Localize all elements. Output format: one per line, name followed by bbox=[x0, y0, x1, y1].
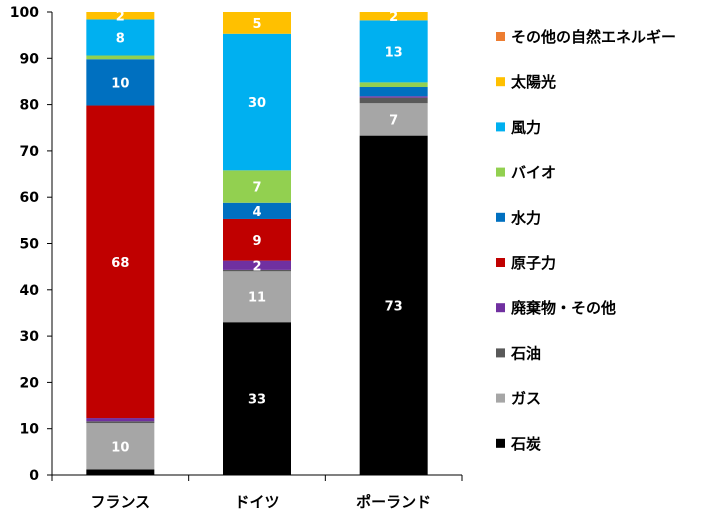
data-label: 7 bbox=[389, 113, 398, 128]
x-category-label: フランス bbox=[90, 493, 150, 511]
bar-segment bbox=[86, 19, 155, 56]
legend-label: ガス bbox=[511, 390, 541, 408]
x-category-label: ポーランド bbox=[356, 493, 431, 511]
data-label: 9 bbox=[252, 234, 261, 249]
y-tick-label: 80 bbox=[20, 98, 40, 114]
legend-swatch bbox=[496, 393, 505, 403]
x-axis: フランス ドイツ ポーランド bbox=[51, 474, 463, 511]
y-tick-label: 10 bbox=[20, 422, 40, 438]
y-tick-label: 70 bbox=[20, 144, 40, 160]
data-label: 10 bbox=[111, 76, 129, 91]
data-label: 2 bbox=[252, 259, 261, 274]
data-label: 4 bbox=[252, 205, 261, 220]
bar-segment bbox=[223, 271, 291, 323]
legend-swatch bbox=[496, 303, 505, 313]
y-tick-label: 20 bbox=[20, 375, 40, 391]
bar-segment bbox=[86, 105, 155, 419]
legend-swatch bbox=[496, 122, 505, 132]
data-label: 11 bbox=[248, 291, 266, 306]
y-tick-label: 0 bbox=[29, 468, 39, 484]
legend-label: 石油 bbox=[510, 344, 541, 362]
y-tick-label: 30 bbox=[20, 329, 40, 345]
y-tick-label: 100 bbox=[10, 5, 39, 21]
legend-label: 水力 bbox=[511, 209, 541, 227]
bar-segment bbox=[86, 12, 155, 20]
bar-segment bbox=[359, 135, 428, 475]
bar-segment bbox=[86, 469, 155, 475]
x-category-label: ドイツ bbox=[234, 493, 279, 511]
data-label: 73 bbox=[385, 299, 403, 314]
bar-segment bbox=[359, 12, 428, 21]
bar-segment bbox=[223, 202, 291, 219]
bar-segment bbox=[359, 87, 428, 97]
legend-swatch bbox=[496, 258, 505, 267]
legend-swatch bbox=[496, 348, 505, 358]
data-label: 2 bbox=[116, 10, 125, 25]
data-label: 13 bbox=[385, 45, 403, 60]
bar-segment bbox=[223, 170, 291, 203]
y-tick-label: 90 bbox=[20, 51, 40, 67]
data-label: 5 bbox=[252, 17, 261, 32]
bar-segment bbox=[359, 20, 428, 83]
data-label: 8 bbox=[116, 31, 125, 46]
bar-segment bbox=[359, 96, 428, 98]
legend-label: 太陽光 bbox=[511, 73, 556, 91]
data-label: 10 bbox=[111, 440, 129, 455]
bar-segments bbox=[86, 12, 428, 475]
y-tick-label: 50 bbox=[20, 237, 40, 253]
data-label: 7 bbox=[252, 181, 261, 196]
data-label: 30 bbox=[248, 96, 266, 111]
data-label: 2 bbox=[389, 10, 398, 25]
y-axis: 0 10 20 30 40 50 60 70 80 90 100 bbox=[10, 5, 53, 484]
bar-segment bbox=[86, 59, 155, 106]
bar-segment bbox=[86, 421, 155, 424]
legend-swatch bbox=[496, 212, 505, 222]
bar-segment bbox=[86, 423, 155, 470]
legend-swatch bbox=[496, 167, 505, 177]
bar-segment bbox=[223, 218, 291, 261]
bar-segment bbox=[86, 55, 155, 60]
bar-segment bbox=[359, 82, 428, 88]
y-tick-label: 60 bbox=[20, 190, 40, 206]
bar-segment bbox=[223, 12, 291, 34]
legend-label: 原子力 bbox=[511, 254, 556, 272]
bar-segment bbox=[223, 322, 291, 475]
legend-swatch bbox=[496, 32, 505, 41]
bar-segment bbox=[223, 260, 291, 270]
legend-swatch bbox=[496, 438, 505, 448]
bar-segment bbox=[359, 103, 428, 136]
legend-label: 廃棄物・その他 bbox=[511, 299, 616, 317]
bar-segment bbox=[223, 33, 291, 171]
bar-segment bbox=[223, 269, 291, 272]
data-label: 68 bbox=[111, 256, 129, 271]
data-labels: 10 68 10 8 2 33 11 2 9 4 7 30 5 73 7 13 2 bbox=[111, 10, 402, 456]
legend-label: 石炭 bbox=[510, 435, 541, 453]
bar-segment bbox=[359, 97, 428, 104]
bar-segment bbox=[86, 418, 155, 422]
legend-label: その他の自然エネルギー bbox=[511, 28, 676, 46]
y-tick-label: 40 bbox=[20, 283, 40, 299]
data-label: 33 bbox=[248, 393, 266, 408]
legend-swatch bbox=[496, 77, 505, 87]
legend-label: バイオ bbox=[511, 164, 556, 182]
legend-label: 風力 bbox=[511, 118, 541, 136]
